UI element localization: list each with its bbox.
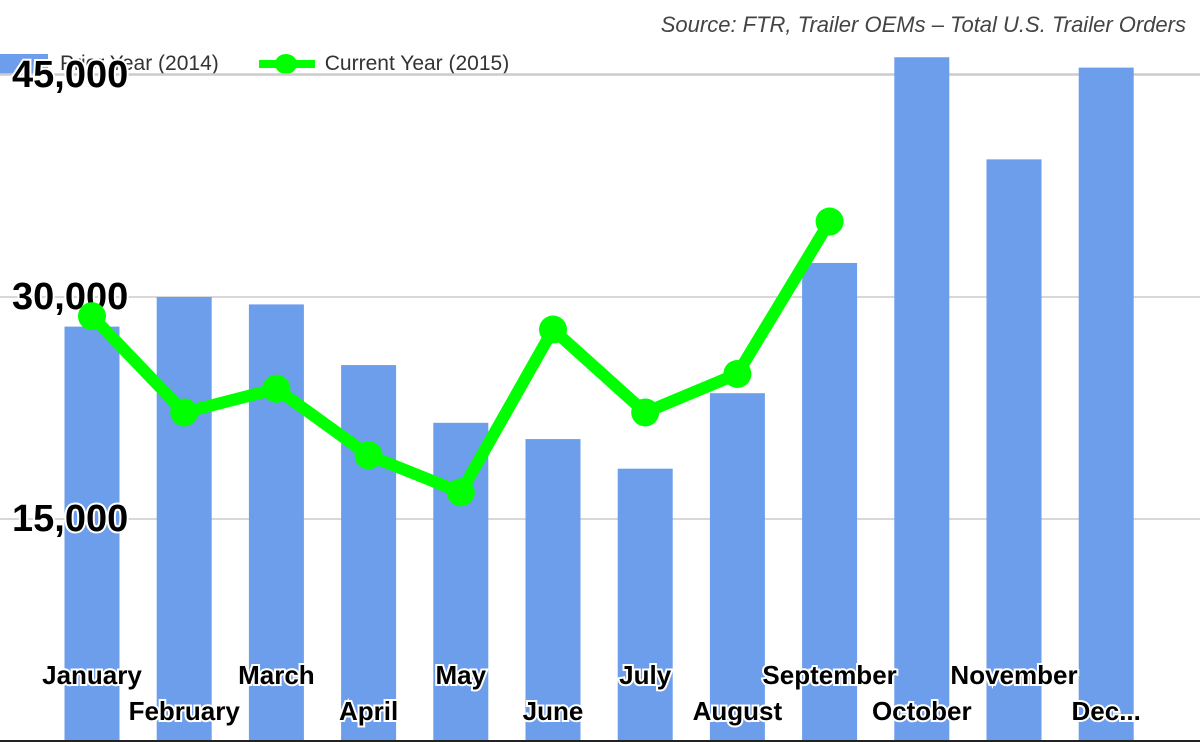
point-current-year [723, 359, 752, 388]
x-tick-label: March [238, 660, 315, 690]
point-current-year [354, 441, 383, 470]
x-tick-label: January [42, 660, 142, 690]
point-current-year [539, 315, 567, 344]
point-current-year [262, 374, 291, 403]
y-tick-label: 45,000 [12, 54, 128, 96]
y-tick-label: 30,000 [12, 276, 128, 318]
bar-prior-year [1078, 67, 1134, 742]
legend-label-current: Current Year (2015) [324, 52, 510, 75]
x-tick-label: September [762, 660, 896, 690]
bar-prior-year [894, 57, 950, 742]
bar-prior-year [525, 439, 581, 741]
x-tick-label: August [693, 696, 783, 726]
x-tick-label: November [950, 660, 1077, 690]
bar-prior-year [986, 159, 1042, 742]
source-note: Source: FTR, Trailer OEMs – Total U.S. T… [660, 12, 1186, 37]
x-tick-label: April [339, 696, 398, 726]
legend-item-prior: Prior Year (2014) [0, 52, 219, 76]
point-current-year [78, 302, 106, 331]
x-tick-label: July [619, 660, 672, 690]
x-tick-label: May [436, 660, 487, 690]
bar-prior-year [341, 365, 397, 741]
legend-swatch-bar [0, 54, 48, 74]
bar-prior-year [156, 297, 212, 741]
bar-prior-year [617, 468, 673, 741]
legend: Prior Year (2014) Current Year (2015) [0, 50, 549, 78]
bar-prior-year [802, 262, 858, 741]
x-tick-label: February [129, 696, 241, 726]
point-current-year [170, 398, 199, 427]
legend-swatch-line [258, 54, 315, 74]
point-current-year [631, 398, 660, 427]
point-current-year [815, 207, 844, 236]
point-current-year [446, 478, 475, 507]
bar-prior-year [64, 326, 120, 741]
y-tick-label: 15,000 [12, 498, 128, 540]
bar-prior-year [433, 422, 489, 741]
legend-item-current: Current Year (2015) [258, 52, 510, 76]
x-tick-label: June [523, 696, 584, 726]
x-tick-label: October [872, 696, 972, 726]
bar-prior-year [709, 393, 765, 741]
x-tick-label: Dec... [1072, 696, 1141, 726]
legend-label-prior: Prior Year (2014) [60, 52, 219, 75]
